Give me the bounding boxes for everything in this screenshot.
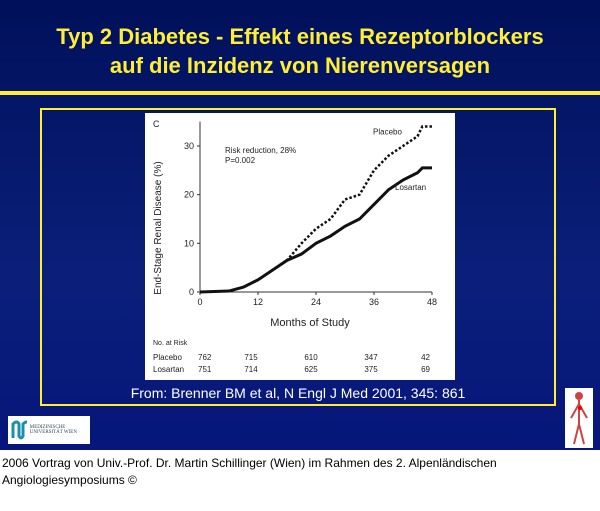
footer-line-1: 2006 Vortrag von Univ.-Prof. Dr. Martin …: [2, 456, 497, 470]
y-tick-label: 30: [184, 141, 194, 151]
human-body-icon: [570, 392, 588, 445]
figure-frame: [40, 108, 556, 406]
annotation-risk: Risk reduction, 28%: [225, 146, 296, 155]
source-citation: From: Brenner BM et al, N Engl J Med 200…: [130, 385, 466, 401]
at-risk-value: 347: [364, 353, 378, 362]
y-tick-label: 10: [184, 238, 194, 248]
series-label-losartan: Losartan: [395, 183, 426, 192]
panel-label: C: [153, 119, 160, 129]
at-risk-value: 610: [304, 353, 318, 362]
y-label: End-Stage Renal Disease (%): [153, 161, 164, 294]
x-tick-label: 36: [369, 297, 379, 307]
at-risk-value: 375: [364, 365, 378, 374]
at-risk-value: 42: [421, 353, 430, 362]
circulatory-system-image: [565, 388, 593, 448]
series-label-placebo: Placebo: [373, 128, 402, 137]
annotation-p: P=0.002: [225, 156, 256, 165]
footer-line-2: Angiologiesymposiums ©: [2, 473, 137, 487]
chart-figure: C End-Stage Renal Disease (%) Risk reduc…: [145, 113, 455, 380]
x-axis-label: Months of Study: [270, 317, 350, 329]
at-risk-value: 762: [198, 353, 212, 362]
y-tick-label: 20: [184, 190, 194, 200]
logo-text: MEDIZINISCHE UNIVERSITÄT WIEN: [29, 425, 77, 435]
footer-copyright: 2006 Vortrag von Univ.-Prof. Dr. Martin …: [2, 455, 497, 489]
at-risk-value: 625: [304, 365, 318, 374]
title-line-1: Typ 2 Diabetes - Effekt eines Rezeptorbl…: [56, 24, 544, 49]
at-risk-value: 715: [244, 353, 258, 362]
y-axis-label: End-Stage Renal Disease (%): [153, 161, 164, 294]
x-tick-label: 0: [197, 297, 202, 307]
university-logo: MEDIZINISCHE UNIVERSITÄT WIEN: [8, 416, 90, 444]
y-tick-label: 0: [189, 287, 194, 297]
km-chart: C End-Stage Renal Disease (%) Risk reduc…: [153, 119, 437, 374]
slide-background: Typ 2 Diabetes - Effekt eines Rezeptorbl…: [0, 0, 600, 450]
at-risk-value: 69: [421, 365, 430, 374]
slide-title: Typ 2 Diabetes - Effekt eines Rezeptorbl…: [0, 22, 600, 80]
at-risk-row-label: Placebo: [153, 353, 182, 362]
at-risk-header: No. at Risk: [153, 340, 188, 347]
at-risk-value: 714: [244, 365, 258, 374]
at-risk-value: 751: [198, 365, 212, 374]
x-tick-label: 48: [427, 297, 437, 307]
series-line-losartan: [199, 166, 432, 294]
meduni-logo-icon: [11, 420, 27, 440]
at-risk-row-label: Losartan: [153, 365, 184, 374]
x-tick-label: 24: [311, 297, 321, 307]
title-divider: [0, 91, 600, 95]
x-tick-label: 12: [253, 297, 263, 307]
title-line-2: auf die Inzidenz von Nierenversagen: [109, 53, 491, 78]
